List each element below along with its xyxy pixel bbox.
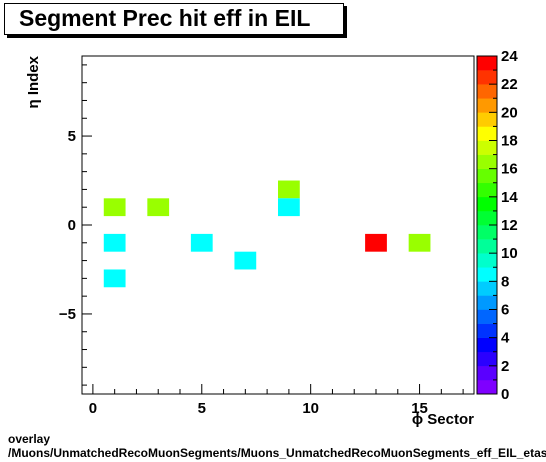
colorbar-segment xyxy=(477,323,497,338)
heatmap-cells xyxy=(103,180,431,288)
colorbar-segment xyxy=(477,309,497,324)
colorbar-segment xyxy=(477,154,497,169)
heatmap-cell xyxy=(278,180,300,199)
chart-title-box: Segment Prec hit eff in EIL xyxy=(4,3,344,35)
chart-title: Segment Prec hit eff in EIL xyxy=(19,5,311,31)
colorbar-tick-label: 2 xyxy=(501,358,509,375)
y-axis-label: η Index xyxy=(25,55,42,108)
heatmap-cell xyxy=(147,198,170,217)
y-axis: −5 0 5 xyxy=(59,64,92,386)
colorbar-segment xyxy=(477,365,497,381)
colorbar-segment xyxy=(477,196,497,212)
x-tick-label: 5 xyxy=(198,400,206,417)
colorbar-tick-label: 6 xyxy=(501,302,509,319)
plot-frame xyxy=(81,55,475,395)
colorbar-tick-label: 8 xyxy=(501,273,509,290)
colorbar-tick-label: 22 xyxy=(501,76,518,93)
colorbar-segment xyxy=(477,70,497,85)
colorbar-tick-label: 16 xyxy=(501,161,518,178)
heatmap-cell xyxy=(103,198,126,217)
colorbar-segment xyxy=(477,337,497,353)
colorbar-segment xyxy=(477,56,497,71)
colorbar-tick-label: 18 xyxy=(501,133,518,150)
colorbar-tick-label: 20 xyxy=(501,104,518,121)
colorbar-segment xyxy=(477,126,497,141)
colorbar-tick-label: 4 xyxy=(501,330,510,347)
colorbar-segment xyxy=(477,253,497,268)
heatmap-cell xyxy=(103,233,126,252)
colorbar-segment xyxy=(477,182,497,198)
colorbar-tick-label: 0 xyxy=(501,386,509,403)
x-axis: 0 5 10 15 xyxy=(89,384,464,417)
colorbar-tick-label: 24 xyxy=(501,48,518,65)
colorbar-segment xyxy=(477,112,497,127)
heatmap-cell xyxy=(234,251,257,270)
colorbar-segment xyxy=(477,379,497,395)
colorbar-segment xyxy=(477,84,497,99)
y-tick-label: −5 xyxy=(59,306,76,323)
y-tick-label: 5 xyxy=(68,128,76,145)
colorbar-tick-label: 12 xyxy=(501,217,518,234)
heatmap-cell xyxy=(190,233,213,252)
x-tick-label: 15 xyxy=(411,400,428,417)
colorbar-segment xyxy=(477,140,497,155)
colorbar-segment xyxy=(477,225,497,240)
colorbar-segment xyxy=(477,168,497,184)
x-axis-label: ϕ Sector xyxy=(412,411,474,428)
heatmap-cell xyxy=(365,233,387,252)
y-tick-label: 0 xyxy=(68,217,76,234)
plot-area xyxy=(81,55,475,395)
x-tick-label: 10 xyxy=(302,400,319,417)
colorbar-tick-label: 14 xyxy=(501,189,518,206)
colorbar-segment xyxy=(477,295,497,310)
colorbar-segment xyxy=(477,351,497,367)
colorbar-tick-label: 10 xyxy=(501,245,518,262)
colorbar-segment xyxy=(477,98,497,113)
footer-overlay-label: overlay xyxy=(8,432,51,446)
heatmap-cell xyxy=(278,198,300,217)
colorbar-segment xyxy=(477,210,497,226)
x-tick-label: 0 xyxy=(89,400,97,417)
colorbar-segment xyxy=(477,267,497,282)
heatmap-cell xyxy=(408,233,431,252)
heatmap-cell xyxy=(103,269,126,288)
footer: overlay /Muons/UnmatchedRecoMuonSegments… xyxy=(8,432,546,460)
footer-histogram-path: /Muons/UnmatchedRecoMuonSegments/Muons_U… xyxy=(8,446,546,460)
colorbar-segment xyxy=(477,281,497,296)
colorbar-segment xyxy=(477,239,497,254)
